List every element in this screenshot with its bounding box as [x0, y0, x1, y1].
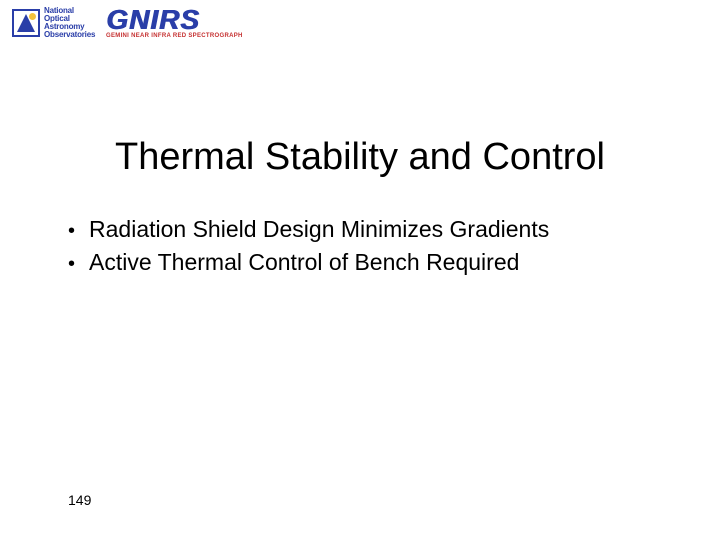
- slide: National Optical Astronomy Observatories…: [0, 0, 720, 540]
- noao-text: National Optical Astronomy Observatories: [44, 7, 95, 39]
- noao-triangle-icon: [12, 9, 40, 37]
- gnirs-logo: GNIRS GEMINI NEAR INFRA RED SPECTROGRAPH: [106, 7, 243, 39]
- noao-line4: Observatories: [44, 31, 95, 39]
- gnirs-subtitle: GEMINI NEAR INFRA RED SPECTROGRAPH: [106, 33, 243, 39]
- noao-logo: National Optical Astronomy Observatories: [12, 4, 98, 42]
- bullet-list: Radiation Shield Design Minimizes Gradie…: [68, 216, 549, 282]
- list-item: Radiation Shield Design Minimizes Gradie…: [68, 216, 549, 243]
- logo-bar: National Optical Astronomy Observatories…: [12, 4, 243, 42]
- list-item: Active Thermal Control of Bench Required: [68, 249, 549, 276]
- page-number: 149: [68, 492, 91, 508]
- gnirs-title: GNIRS: [106, 7, 200, 32]
- page-title: Thermal Stability and Control: [0, 136, 720, 179]
